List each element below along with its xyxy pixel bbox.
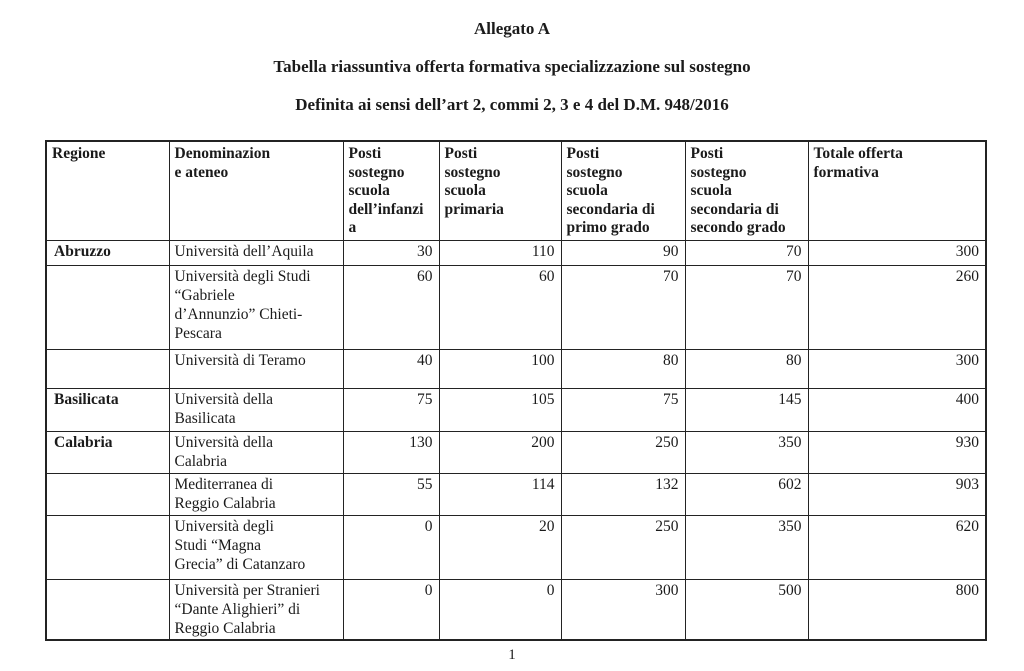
- cell-ateneo: Università dell’Aquila: [168, 239, 344, 266]
- column-header-regione: Regione: [45, 140, 170, 241]
- cell-posti-secondaria-secondo: 500: [684, 578, 809, 641]
- cell-posti-secondaria-secondo: 602: [684, 472, 809, 516]
- cell-regione: [45, 348, 170, 389]
- column-header-secondaria-primo: Posti sostegno scuola secondaria di prim…: [560, 140, 686, 241]
- cell-posti-infanzia: 0: [342, 578, 440, 641]
- table-row: Università di Teramo 40 100 80 80 300: [45, 348, 987, 389]
- cell-posti-infanzia: 30: [342, 239, 440, 266]
- table-row: Università per Stranieri “Dante Alighier…: [45, 578, 987, 641]
- page-number: 1: [508, 647, 516, 663]
- cell-posti-secondaria-secondo: 350: [684, 514, 809, 580]
- column-header-secondaria-secondo: Posti sostegno scuola secondaria di seco…: [684, 140, 809, 241]
- table-row: Calabria Università della Calabria 130 2…: [45, 430, 987, 474]
- cell-totale: 620: [807, 514, 987, 580]
- column-header-totale: Totale offerta formativa: [807, 140, 987, 241]
- cell-regione: [45, 472, 170, 516]
- cell-posti-infanzia: 0: [342, 514, 440, 580]
- column-header-ateneo: Denominazion e ateneo: [168, 140, 344, 241]
- cell-posti-secondaria-primo: 250: [560, 430, 686, 474]
- cell-posti-primaria: 60: [438, 264, 562, 350]
- table-row: Università degli Studi “Magna Grecia” di…: [45, 514, 987, 580]
- document-title: Allegato A: [473, 19, 551, 38]
- cell-regione: Abruzzo: [45, 239, 170, 266]
- document-subtitle: Tabella riassuntiva offerta formativa sp…: [273, 57, 751, 76]
- cell-ateneo: Università della Basilicata: [168, 387, 344, 432]
- cell-posti-infanzia: 75: [342, 387, 440, 432]
- cell-ateneo: Università degli Studi “Gabriele d’Annun…: [168, 264, 344, 350]
- cell-ateneo: Università della Calabria: [168, 430, 344, 474]
- cell-posti-secondaria-primo: 80: [560, 348, 686, 389]
- cell-posti-secondaria-primo: 70: [560, 264, 686, 350]
- cell-totale: 903: [807, 472, 987, 516]
- cell-totale: 300: [807, 239, 987, 266]
- column-header-primaria: Posti sostegno scuola primaria: [438, 140, 562, 241]
- cell-posti-secondaria-secondo: 70: [684, 264, 809, 350]
- table-row: Università degli Studi “Gabriele d’Annun…: [45, 264, 987, 350]
- cell-totale: 400: [807, 387, 987, 432]
- document-header: Allegato A Tabella riassuntiva offerta f…: [0, 0, 1024, 115]
- cell-posti-infanzia: 60: [342, 264, 440, 350]
- table-row: Abruzzo Università dell’Aquila 30 110 90…: [45, 239, 987, 266]
- cell-posti-primaria: 110: [438, 239, 562, 266]
- cell-totale: 930: [807, 430, 987, 474]
- cell-posti-infanzia: 40: [342, 348, 440, 389]
- cell-posti-secondaria-secondo: 80: [684, 348, 809, 389]
- offerta-formativa-table: Regione Denominazion e ateneo Posti sost…: [45, 140, 987, 641]
- cell-posti-primaria: 100: [438, 348, 562, 389]
- cell-posti-secondaria-secondo: 145: [684, 387, 809, 432]
- table-row: Mediterranea di Reggio Calabria 55 114 1…: [45, 472, 987, 516]
- cell-posti-infanzia: 55: [342, 472, 440, 516]
- cell-posti-secondaria-secondo: 350: [684, 430, 809, 474]
- cell-posti-secondaria-primo: 75: [560, 387, 686, 432]
- cell-regione: Basilicata: [45, 387, 170, 432]
- cell-posti-secondaria-primo: 300: [560, 578, 686, 641]
- cell-posti-secondaria-secondo: 70: [684, 239, 809, 266]
- table-row: Basilicata Università della Basilicata 7…: [45, 387, 987, 432]
- cell-posti-primaria: 0: [438, 578, 562, 641]
- cell-regione: [45, 514, 170, 580]
- cell-ateneo: Università di Teramo: [168, 348, 344, 389]
- cell-regione: Calabria: [45, 430, 170, 474]
- cell-posti-primaria: 114: [438, 472, 562, 516]
- table-header-row: Regione Denominazion e ateneo Posti sost…: [45, 140, 987, 241]
- cell-ateneo: Mediterranea di Reggio Calabria: [168, 472, 344, 516]
- cell-posti-secondaria-primo: 132: [560, 472, 686, 516]
- cell-posti-primaria: 200: [438, 430, 562, 474]
- cell-posti-infanzia: 130: [342, 430, 440, 474]
- cell-posti-secondaria-primo: 250: [560, 514, 686, 580]
- cell-totale: 300: [807, 348, 987, 389]
- cell-posti-secondaria-primo: 90: [560, 239, 686, 266]
- cell-regione: [45, 264, 170, 350]
- cell-totale: 800: [807, 578, 987, 641]
- cell-posti-primaria: 20: [438, 514, 562, 580]
- cell-ateneo: Università degli Studi “Magna Grecia” di…: [168, 514, 344, 580]
- cell-posti-primaria: 105: [438, 387, 562, 432]
- cell-ateneo: Università per Stranieri “Dante Alighier…: [168, 578, 344, 641]
- cell-totale: 260: [807, 264, 987, 350]
- cell-regione: [45, 578, 170, 641]
- document-subtitle-2: Definita ai sensi dell’art 2, commi 2, 3…: [295, 95, 729, 114]
- column-header-infanzia: Posti sostegno scuola dell’infanzi a: [342, 140, 440, 241]
